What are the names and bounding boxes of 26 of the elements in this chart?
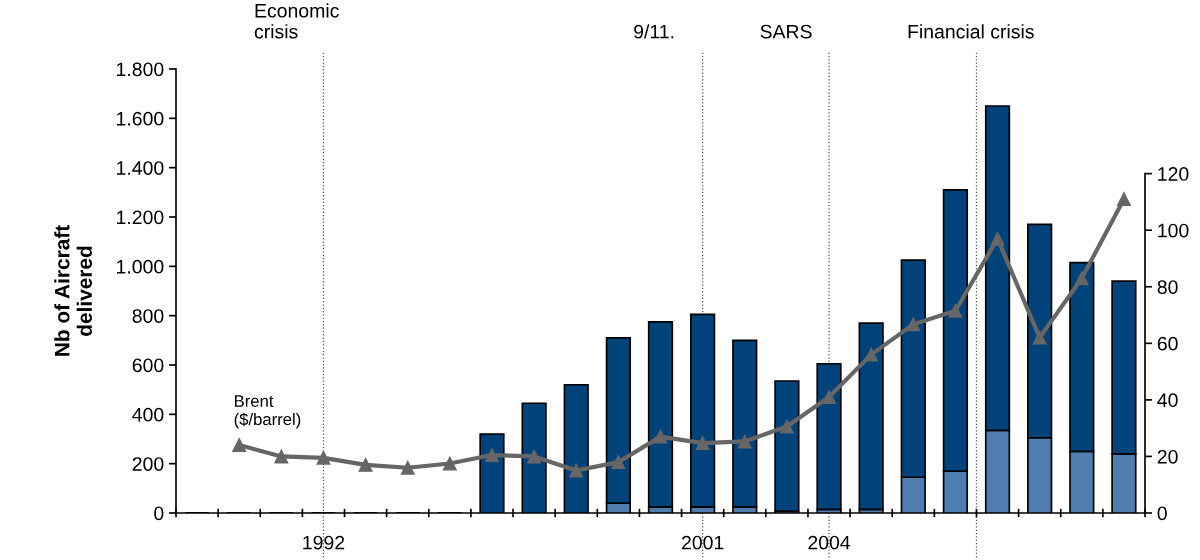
y-tick-label: 600	[132, 358, 164, 373]
text: 9/11.	[634, 24, 674, 39]
text: SARS	[760, 24, 812, 39]
x-tick-label: 2001	[681, 535, 724, 550]
y-axis-title: Nb of Aircraft delivered	[54, 225, 92, 356]
y2-tick-label: 80	[1157, 280, 1178, 294]
y-tick-label: 0	[154, 506, 164, 521]
text: Economic crisis	[254, 3, 339, 39]
series-label: Brent ($/barrel)	[234, 395, 301, 429]
y2-tick-label: 20	[1157, 449, 1178, 464]
y-tick-label: 1.400	[117, 161, 164, 175]
y-tick-label: 400	[132, 407, 164, 422]
y2-tick-label: 120	[1158, 167, 1189, 181]
x-tick-label: 1992	[303, 535, 345, 550]
y2-tick-label: 0	[1157, 506, 1167, 521]
y-tick-label: 1.600	[117, 111, 164, 126]
y-tick-label: 800	[132, 309, 164, 323]
y2-tick-label: 40	[1157, 393, 1178, 408]
y-tick-label: 1.000	[117, 259, 164, 274]
x-tick-label: 2004	[808, 535, 851, 550]
y-tick-label: 1.800	[117, 62, 164, 77]
y-tick-label: 200	[132, 457, 164, 471]
y-tick-label: 1.200	[117, 210, 164, 225]
y2-tick-label: 60	[1157, 336, 1178, 351]
text: Financial crisis	[908, 24, 1034, 39]
y2-tick-label: 100	[1158, 223, 1189, 238]
